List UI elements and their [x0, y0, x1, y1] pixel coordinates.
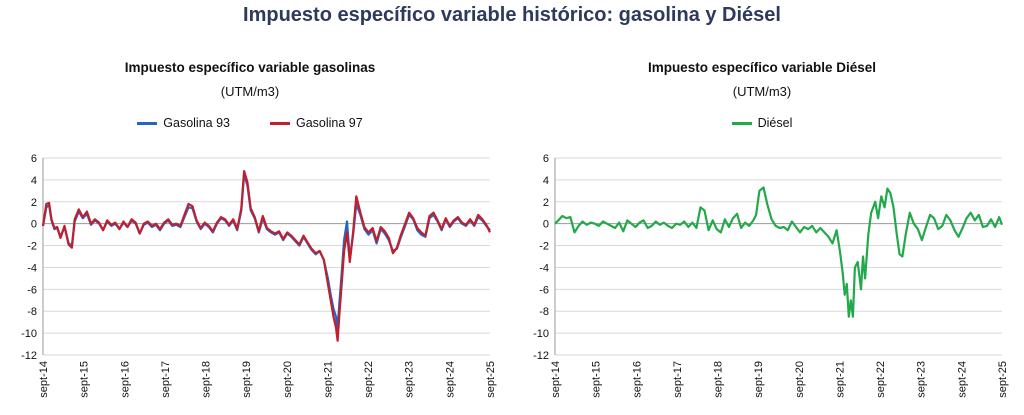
- legend-item-diesel: Diésel: [731, 116, 793, 130]
- diesel-chart-title: Impuesto específico variable Diésel: [647, 60, 877, 75]
- x-tick-label: sept-19: [241, 361, 253, 398]
- legend-label-diesel: Diésel: [757, 116, 793, 130]
- x-tick-label: sept-20: [282, 361, 294, 398]
- x-tick-label: sept-18: [201, 361, 213, 398]
- y-tick-label: -2: [27, 241, 37, 253]
- y-tick-label: -8: [539, 306, 549, 318]
- diesel-chart-panel: Impuesto específico variable Diésel (UTM…: [512, 56, 1012, 415]
- x-tick-label: sept-17: [160, 361, 172, 398]
- x-tick-label: sept-14: [550, 361, 562, 398]
- legend-swatch-gasolina-93: [137, 121, 158, 125]
- x-tick-label: sept-19: [753, 361, 765, 398]
- diesel-legend: Diésel: [512, 116, 1012, 130]
- gasoline-chart-title: Impuesto específico variable gasolinas: [124, 60, 376, 75]
- y-tick-label: 4: [31, 175, 37, 187]
- legend-label-gasolina-93: Gasolina 93: [163, 116, 230, 130]
- x-tick-label: sept-14: [38, 361, 50, 398]
- y-tick-label: 0: [543, 219, 549, 231]
- x-tick-label: sept-16: [119, 361, 131, 398]
- series-line-gasolina-93: [41, 173, 491, 329]
- y-tick-label: 4: [543, 175, 549, 187]
- x-tick-label: sept-18: [713, 361, 725, 398]
- y-tick-label: 0: [31, 219, 37, 231]
- series-line-di-sel: [554, 186, 1004, 318]
- x-tick-label: sept-23: [404, 361, 416, 398]
- gasoline-chart-unit: (UTM/m3): [220, 84, 280, 99]
- x-tick-label: sept-21: [834, 361, 846, 398]
- y-tick-label: -12: [21, 350, 37, 362]
- x-tick-label: sept-22: [363, 361, 375, 398]
- legend-swatch-diesel: [731, 121, 752, 125]
- legend-label-gasolina-97: Gasolina 97: [296, 116, 363, 130]
- gasoline-legend: Gasolina 93 Gasolina 97: [0, 116, 500, 130]
- y-tick-label: 6: [31, 153, 37, 165]
- y-tick-label: -6: [27, 284, 37, 296]
- y-tick-label: -8: [27, 306, 37, 318]
- legend-item-gasolina-97: Gasolina 97: [270, 116, 363, 130]
- legend-swatch-gasolina-97: [270, 121, 290, 125]
- y-tick-label: -2: [539, 241, 549, 253]
- y-tick-label: 2: [31, 197, 37, 209]
- main-title: Impuesto específico variable histórico: …: [243, 4, 781, 26]
- series-line-gasolina-97: [41, 169, 491, 342]
- x-tick-label: sept-23: [916, 361, 928, 398]
- x-tick-label: sept-16: [631, 361, 643, 398]
- x-tick-label: sept-15: [79, 361, 91, 398]
- y-tick-label: 6: [543, 153, 549, 165]
- y-tick-label: -6: [539, 284, 549, 296]
- y-tick-label: -4: [27, 262, 37, 274]
- x-tick-label: sept-24: [956, 361, 968, 398]
- legend-item-gasolina-93: Gasolina 93: [137, 116, 230, 130]
- y-tick-label: -10: [21, 328, 37, 340]
- y-tick-label: -4: [539, 262, 549, 274]
- x-tick-label: sept-24: [444, 361, 456, 398]
- diesel-chart-unit: (UTM/m3): [732, 84, 792, 99]
- x-tick-label: sept-25: [485, 361, 497, 398]
- y-tick-label: -12: [533, 350, 549, 362]
- y-tick-label: 2: [543, 197, 549, 209]
- x-tick-label: sept-22: [875, 361, 887, 398]
- x-tick-label: sept-21: [322, 361, 334, 398]
- x-tick-label: sept-20: [794, 361, 806, 398]
- y-tick-label: -10: [533, 328, 549, 340]
- x-tick-label: sept-17: [672, 361, 684, 398]
- x-tick-label: sept-15: [591, 361, 603, 398]
- x-tick-label: sept-25: [997, 361, 1009, 398]
- gasoline-chart-panel: Impuesto específico variable gasolinas (…: [0, 56, 500, 415]
